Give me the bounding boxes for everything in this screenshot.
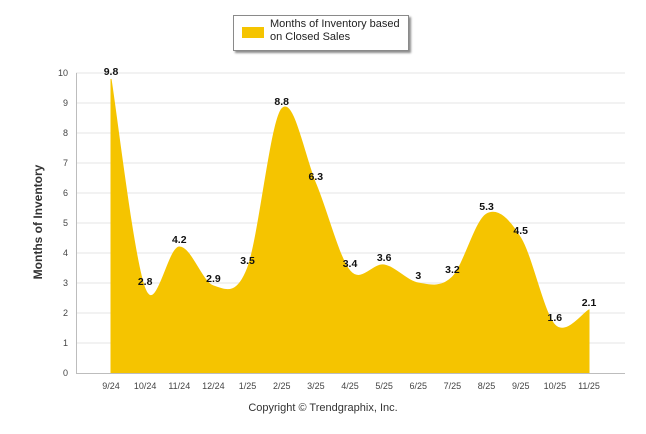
x-tick-label: 5/25: [375, 381, 393, 391]
y-tick-label: 8: [63, 128, 68, 138]
series-area: [110, 78, 590, 374]
x-tick-label: 2/25: [273, 381, 291, 391]
axes: [76, 73, 625, 374]
x-tick-label: 4/25: [341, 381, 359, 391]
data-label: 3.6: [377, 252, 392, 264]
y-axis-title: Months of Inventory: [31, 164, 45, 280]
y-tick-label: 1: [63, 338, 68, 348]
y-tick-label: 7: [63, 158, 68, 168]
x-tick-label: 9/25: [512, 381, 530, 391]
data-label: 4.2: [172, 234, 187, 246]
data-label: 4.5: [513, 225, 528, 237]
y-tick-label: 2: [63, 308, 68, 318]
data-label: 3.4: [343, 258, 358, 270]
data-label: 2.9: [206, 273, 221, 285]
area-series: [110, 78, 590, 374]
x-tick-label: 1/25: [239, 381, 257, 391]
data-label: 1.6: [548, 312, 563, 324]
x-tick-label: 12/24: [202, 381, 225, 391]
data-label: 8.8: [274, 96, 289, 108]
data-label: 3.2: [445, 264, 460, 276]
x-tick-label: 6/25: [410, 381, 428, 391]
y-tick-label: 4: [63, 248, 68, 258]
data-label: 3: [415, 270, 421, 282]
copyright-footer: Copyright © Trendgraphix, Inc.: [248, 402, 398, 414]
data-label: 3.5: [240, 255, 255, 267]
x-tick-label: 11/24: [168, 381, 190, 391]
legend-swatch: [242, 27, 264, 38]
x-tick-label: 3/25: [307, 381, 325, 391]
y-tick-label: 6: [63, 188, 68, 198]
legend: Months of Inventory based on Closed Sale…: [233, 15, 409, 51]
x-tick-label: 10/25: [544, 381, 567, 391]
x-tick-label: 7/25: [444, 381, 462, 391]
y-tick-label: 0: [63, 368, 68, 378]
y-tick-label: 5: [63, 218, 68, 228]
data-label: 9.8: [104, 66, 119, 78]
x-tick-label: 9/24: [102, 381, 120, 391]
x-tick-label: 11/25: [578, 381, 600, 391]
x-tick-label: 8/25: [478, 381, 496, 391]
legend-label: Months of Inventory based on Closed Sale…: [270, 18, 400, 43]
data-label: 2.1: [582, 297, 597, 309]
data-label: 5.3: [479, 201, 494, 213]
y-tick-labels: 0 1 2 3 4 5 6 7 8 9 10: [58, 68, 68, 378]
y-tick-label: 9: [63, 98, 68, 108]
data-label: 2.8: [138, 276, 153, 288]
x-tick-labels: 9/24 10/24 11/24 12/24 1/25 2/25 3/25 4/25 5/25 6…: [102, 381, 600, 391]
y-tick-label: 10: [58, 68, 68, 78]
data-labels: 9.8 2.8 4.2 2.9 3.5 8.8 6.3 3.4 3.6 3 3.2 5.3 4.5 1.6…: [104, 66, 597, 324]
data-label: 6.3: [309, 171, 324, 183]
x-tick-label: 10/24: [134, 381, 157, 391]
y-tick-label: 3: [63, 278, 68, 288]
